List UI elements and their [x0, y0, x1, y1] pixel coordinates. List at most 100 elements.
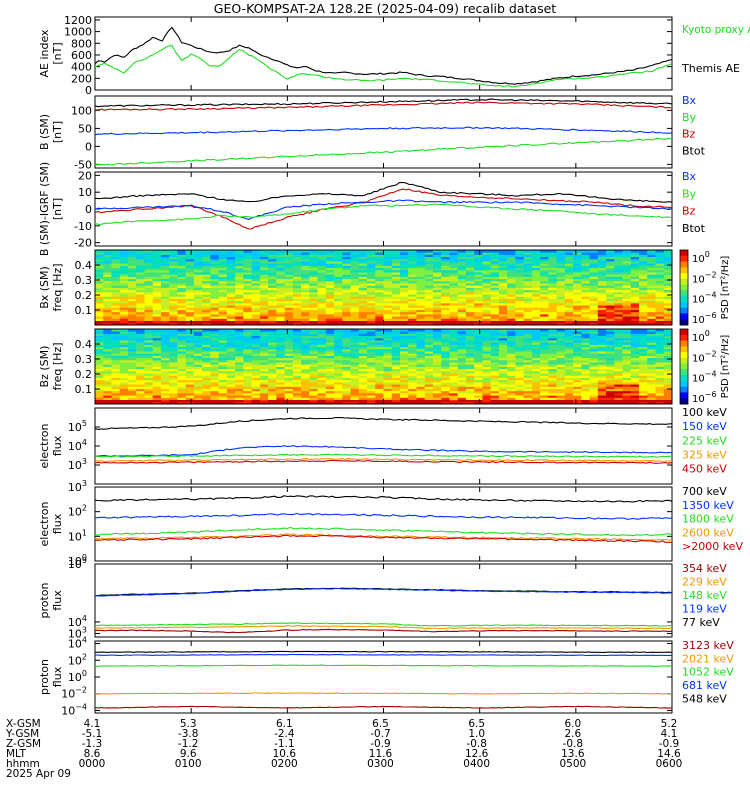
panel-frame: [95, 172, 672, 246]
colorbar-segment: [680, 285, 688, 291]
y-axis-label: AE index: [38, 29, 51, 78]
legend-label: Bx: [682, 94, 697, 107]
y-tick-label: 0.3: [75, 274, 93, 287]
colorbar-segment: [680, 364, 688, 370]
colorbar-tick-label: 10−6: [692, 311, 717, 326]
colorbar-tick-exp: −2: [705, 270, 717, 279]
series-line-kyoto-proxy-ae: [95, 45, 672, 87]
y-axis-label: B (SM)-IGRF (SM): [38, 162, 51, 256]
colorbar-tick-base: 10: [692, 254, 705, 265]
psd-heatmap: [95, 250, 672, 325]
y-tick-label: 20: [78, 169, 92, 182]
y-tick-label: 600: [71, 49, 92, 62]
legend-label: Bz: [682, 128, 696, 141]
colorbar-tick-label: 100: [692, 329, 710, 344]
colorbar-tick-label: 10−2: [692, 270, 717, 285]
series-line-bz: [95, 102, 672, 110]
y-axis-unit: [nT]: [51, 121, 64, 143]
y-tick-label: 0: [85, 203, 92, 216]
colorbar-segment: [680, 369, 688, 375]
y-tick-label: 0: [85, 140, 92, 153]
series-line-btot: [95, 182, 672, 202]
y-tick-label: 800: [71, 37, 92, 50]
legend-label: Kyoto proxy AE: [682, 24, 750, 36]
y-axis-label: B (SM): [38, 114, 51, 150]
colorbar-segment: [680, 290, 688, 296]
y-axis-unit: freq [Hz]: [51, 263, 64, 311]
series-line-bx: [95, 200, 672, 219]
colorbar-tick-exp: −6: [705, 390, 717, 399]
colorbar-tick-base: 10: [692, 333, 705, 344]
colorbar-label: PSD [nT²/Hz]: [720, 256, 731, 320]
colorbar-tick-exp: 0: [705, 250, 710, 259]
legend-label: By: [682, 111, 697, 124]
colorbar-tick-exp: 0: [705, 329, 710, 338]
chart-title: GEO-KOMPSAT-2A 128.2E (2025-04-09) recal…: [214, 1, 557, 16]
series-line-bx: [95, 127, 672, 135]
colorbar-segment: [680, 313, 688, 319]
legend-label: Btot: [682, 145, 706, 158]
colorbar-segment: [680, 262, 688, 268]
colorbar-tick-label: 10−2: [692, 349, 717, 364]
colorbar-segment: [680, 296, 688, 302]
colorbar-segment: [680, 392, 688, 398]
colorbar-segment: [680, 329, 688, 335]
colorbar-tick-label: 10−6: [692, 390, 717, 405]
colorbar-tick-exp: −4: [705, 291, 717, 300]
colorbar-segment: [680, 250, 688, 256]
colorbar-segment: [680, 352, 688, 358]
colorbar-label: PSD [nT²/Hz]: [720, 335, 731, 399]
y-tick-label: 1000: [64, 26, 92, 39]
colorbar-segment: [680, 335, 688, 341]
y-tick-label: 0.2: [75, 368, 93, 381]
colorbar-segment: [680, 358, 688, 364]
colorbar-segment: [680, 341, 688, 347]
y-tick-label: 0.1: [75, 383, 93, 396]
colorbar-segment: [680, 381, 688, 387]
y-axis-label: Bx (SM): [38, 266, 51, 309]
colorbar-segment: [680, 279, 688, 285]
y-tick-label: 0.2: [75, 289, 93, 302]
colorbar-tick-base: 10: [692, 353, 705, 364]
colorbar-tick-exp: −4: [705, 370, 717, 379]
colorbar-segment: [680, 398, 688, 404]
y-tick-label: 0.3: [75, 353, 93, 366]
y-tick-label: 0.1: [75, 304, 93, 317]
legend-label: Bz: [682, 205, 696, 218]
colorbar-segment: [680, 308, 688, 314]
series-line-themis-ae: [95, 28, 672, 85]
colorbar-segment: [680, 267, 688, 273]
y-axis-unit: [nT]: [51, 198, 64, 220]
legend-label: Bx: [682, 170, 697, 183]
legend-label: Themis AE: [681, 62, 740, 75]
colorbar-segment: [680, 375, 688, 381]
colorbar-segment: [680, 346, 688, 352]
colorbar-segment: [680, 256, 688, 262]
legend-label: Btot: [682, 222, 706, 235]
colorbar-tick-base: 10: [692, 315, 705, 326]
y-tick-label: 100: [71, 104, 92, 117]
colorbar-segment: [680, 302, 688, 308]
colorbar-tick-label: 10−4: [692, 291, 717, 306]
colorbar-segment: [680, 387, 688, 393]
psd-heatmap: [95, 329, 672, 404]
y-tick-label: 10: [78, 186, 92, 199]
colorbar-tick-base: 10: [692, 394, 705, 405]
series-line-bz: [95, 189, 672, 229]
colorbar-tick-base: 10: [692, 295, 705, 306]
y-tick-label: 50: [78, 122, 92, 135]
colorbar-tick-label: 100: [692, 250, 710, 265]
y-tick-label: 400: [71, 61, 92, 74]
colorbar-tick-label: 10−4: [692, 370, 717, 385]
y-tick-label: -20: [74, 237, 92, 250]
colorbar-segment: [680, 319, 688, 325]
series-line-by: [95, 138, 672, 165]
